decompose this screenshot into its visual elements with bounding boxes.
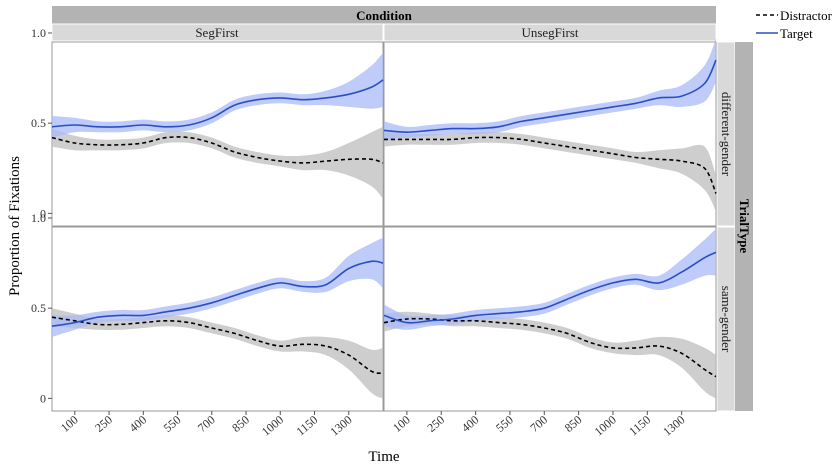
y-tick-label: 0.5 <box>31 116 46 130</box>
distractor-line-segfirst-different-gender <box>51 136 384 164</box>
x-tick-label: 550 <box>161 413 184 435</box>
legend: Distractor Target <box>756 8 833 41</box>
x-tick-label: 1150 <box>626 413 653 439</box>
distractor-ci-band-unsegfirst-different-gender <box>384 131 716 212</box>
target-line-unsegfirst-different-gender <box>383 59 717 134</box>
target-ci-band-unsegfirst-different-gender <box>384 38 716 140</box>
x-tick-label: 250 <box>424 413 447 435</box>
x-tick-label: 1000 <box>592 413 619 439</box>
target-line-segfirst-different-gender <box>51 79 384 128</box>
trialtype-strip-title: TrialType <box>737 199 752 254</box>
condition-strip-title: Condition <box>356 8 412 23</box>
x-axis-title: Time <box>368 449 399 465</box>
x-tick-label: 700 <box>195 413 218 435</box>
strip-unsegfirst <box>383 23 717 42</box>
panel-segfirst-different-gender <box>51 41 384 227</box>
x-tick-label: 550 <box>493 413 516 435</box>
y-tick-label: 1.0 <box>31 211 46 225</box>
x-tick-label: 400 <box>459 413 482 435</box>
target-line-segfirst-same-gender <box>51 260 384 327</box>
target-line-unsegfirst-same-gender <box>383 251 717 324</box>
distractor-line-unsegfirst-different-gender <box>384 136 717 194</box>
distractor-ci-band-segfirst-different-gender <box>52 126 383 199</box>
x-tick-label: 100 <box>58 413 81 435</box>
x-tick-label: 1300 <box>327 413 354 439</box>
strip-label-different-gender: different-gender <box>719 92 734 177</box>
target-ci-band-segfirst-same-gender <box>52 237 383 337</box>
y-tick-label: 0.5 <box>31 301 46 315</box>
x-tick-label: 850 <box>229 413 252 435</box>
x-axis-ticks: 100 250 400 550 700 850 1000 1150 1300 100 250 400 5… <box>58 411 688 439</box>
y-tick-label: 0 <box>40 206 46 220</box>
y-tick-label: 1.0 <box>31 26 46 40</box>
x-tick-label: 250 <box>92 413 115 435</box>
trialtype-strip <box>735 42 753 411</box>
y-axis-title: Proportion of Fixations <box>7 156 23 296</box>
legend-target-label: Target <box>780 26 813 41</box>
y-axis-ticks: 00.51.000.51.0 <box>31 26 52 405</box>
legend-distractor-label: Distractor <box>780 8 833 23</box>
x-tick-label: 400 <box>126 413 149 435</box>
strip-label-segfirst: SegFirst <box>195 25 239 40</box>
target-ci-band-segfirst-different-gender <box>52 52 383 138</box>
x-tick-label: 1000 <box>259 413 286 439</box>
x-tick-label: 1300 <box>660 413 687 439</box>
x-tick-label: 100 <box>390 413 413 435</box>
strip-label-unsegfirst: UnsegFirst <box>521 25 578 40</box>
distractor-line-segfirst-same-gender <box>51 316 384 375</box>
x-tick-label: 700 <box>527 413 550 435</box>
strip-label-same-gender: same-gender <box>719 286 734 353</box>
x-tick-label: 1150 <box>293 413 320 439</box>
condition-strip <box>52 6 716 24</box>
target-ci-band-unsegfirst-same-gender <box>384 228 716 330</box>
y-tick-label: 0 <box>40 391 46 405</box>
x-tick-label: 850 <box>562 413 585 435</box>
data-marks <box>51 38 717 399</box>
